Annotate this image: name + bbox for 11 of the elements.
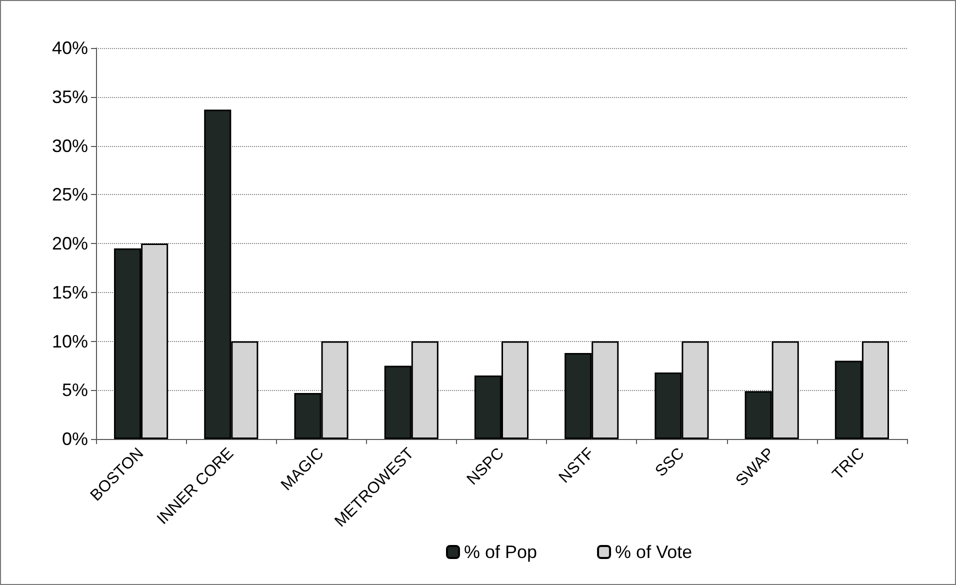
- y-tick-label: 20%: [52, 234, 88, 254]
- y-tick-label: 15%: [52, 282, 88, 302]
- y-tick-label: 5%: [62, 380, 88, 400]
- y-tick-label: 40%: [52, 38, 88, 58]
- y-tick-label: 10%: [52, 331, 88, 352]
- y-tick-label: 30%: [52, 136, 88, 156]
- legend-label: % of Vote: [615, 542, 692, 562]
- y-tick-label: 25%: [52, 184, 88, 205]
- legend-label: % of Pop: [464, 542, 538, 562]
- y-tick-label: 0%: [62, 429, 88, 449]
- y-tick-label: 35%: [52, 86, 88, 107]
